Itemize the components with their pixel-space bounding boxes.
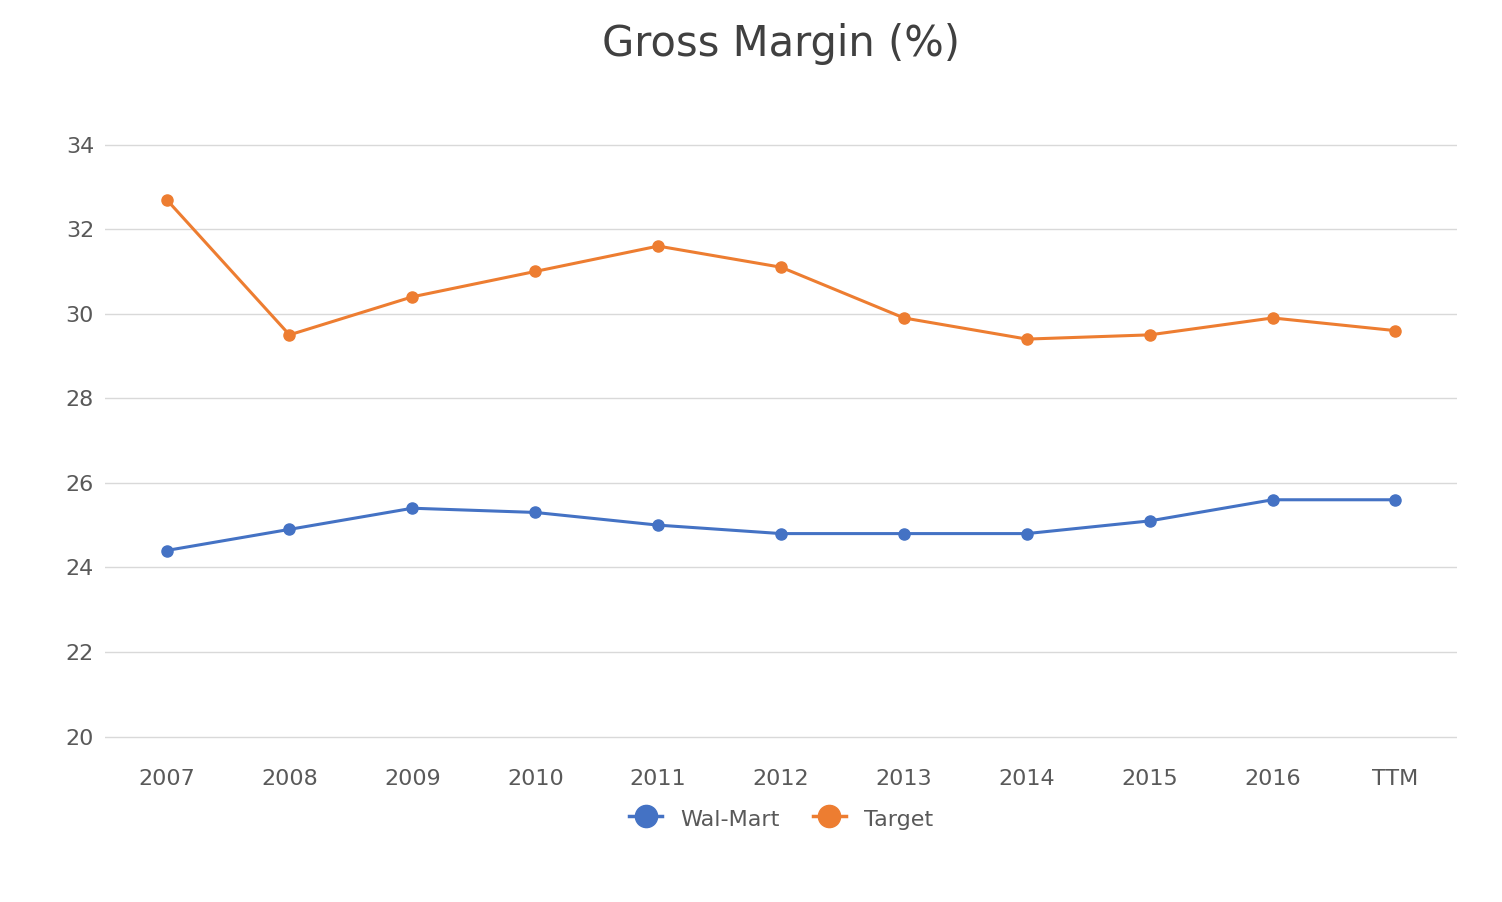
Wal-Mart — [772, 529, 790, 539]
Target — [1018, 334, 1036, 345]
Wal-Mart — [1386, 494, 1404, 505]
Wal-Mart — [895, 529, 913, 539]
Target — [1263, 313, 1281, 324]
Line: Wal-Mart: Wal-Mart — [161, 494, 1401, 556]
Target — [649, 241, 667, 252]
Wal-Mart — [1263, 494, 1281, 505]
Target — [772, 262, 790, 272]
Target — [404, 291, 422, 302]
Wal-Mart — [526, 507, 544, 518]
Wal-Mart — [404, 502, 422, 513]
Target — [1140, 329, 1158, 340]
Target — [1386, 326, 1404, 336]
Target — [281, 329, 299, 340]
Wal-Mart — [649, 520, 667, 530]
Target — [895, 313, 913, 324]
Wal-Mart — [281, 524, 299, 535]
Wal-Mart — [1140, 515, 1158, 526]
Wal-Mart — [158, 545, 176, 556]
Title: Gross Margin (%): Gross Margin (%) — [602, 23, 960, 65]
Legend: Wal-Mart, Target: Wal-Mart, Target — [620, 796, 942, 842]
Target — [158, 194, 176, 205]
Wal-Mart — [1018, 529, 1036, 539]
Target — [526, 266, 544, 277]
Line: Target: Target — [161, 194, 1401, 345]
